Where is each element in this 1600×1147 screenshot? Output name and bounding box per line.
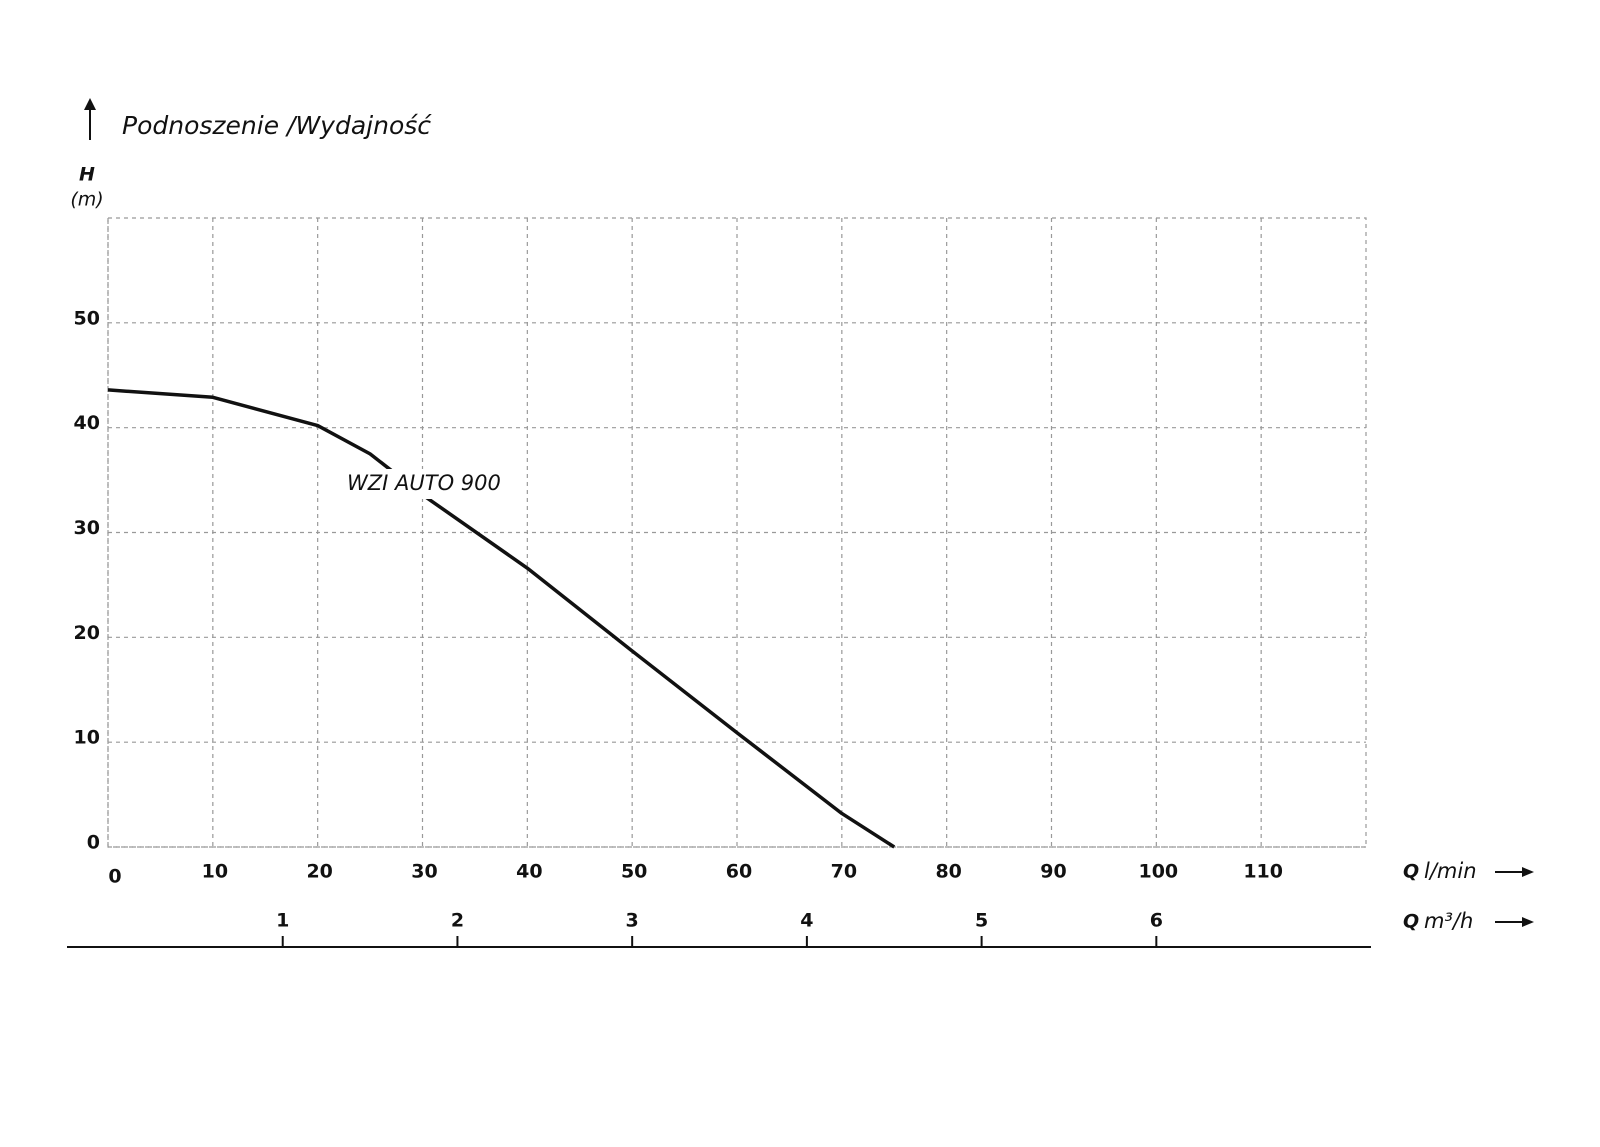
x2-tick-label: 5	[975, 910, 988, 932]
x2-tick-label: 3	[626, 910, 639, 932]
x-tick-label: 40	[516, 861, 542, 883]
x-tick-label: 0	[108, 866, 121, 888]
x2-unit: m³/h	[1424, 909, 1473, 933]
x2-label: Q	[1403, 911, 1419, 933]
y-tick-label: 30	[74, 517, 100, 539]
x2-arrow-head	[1522, 917, 1534, 927]
x2-tick-label: 6	[1150, 910, 1163, 932]
x-tick-label: 60	[726, 861, 752, 883]
x-tick-label: 20	[306, 861, 332, 883]
y-tick-label: 50	[74, 307, 100, 329]
label-bg	[343, 469, 485, 499]
y-label: H	[79, 164, 95, 186]
series-label: WZI AUTO 900	[347, 471, 501, 495]
x-tick-label: 50	[621, 861, 647, 883]
x-arrow-head	[1522, 867, 1534, 877]
y-tick-label: 0	[87, 832, 100, 854]
x-label: Q	[1403, 861, 1419, 883]
x-tick-label: 110	[1243, 861, 1283, 883]
chart-title: Podnoszenie /Wydajność	[122, 111, 432, 140]
y-tick-label: 40	[74, 412, 100, 434]
x-tick-label: 100	[1138, 861, 1178, 883]
x2-tick-label: 1	[276, 910, 289, 932]
x-unit: l/min	[1424, 859, 1477, 883]
x-tick-label: 70	[831, 861, 857, 883]
y-unit: (m)	[70, 189, 103, 211]
x-tick-label: 80	[935, 861, 961, 883]
y-tick-label: 10	[74, 727, 100, 749]
x-tick-label: 30	[411, 861, 437, 883]
x-tick-label: 10	[202, 861, 228, 883]
x2-tick-label: 2	[451, 910, 464, 932]
x-tick-label: 90	[1040, 861, 1066, 883]
x2-tick-label: 4	[800, 910, 813, 932]
curve	[107, 388, 896, 849]
y-arrow-head	[84, 98, 96, 110]
y-tick-label: 20	[74, 622, 100, 644]
